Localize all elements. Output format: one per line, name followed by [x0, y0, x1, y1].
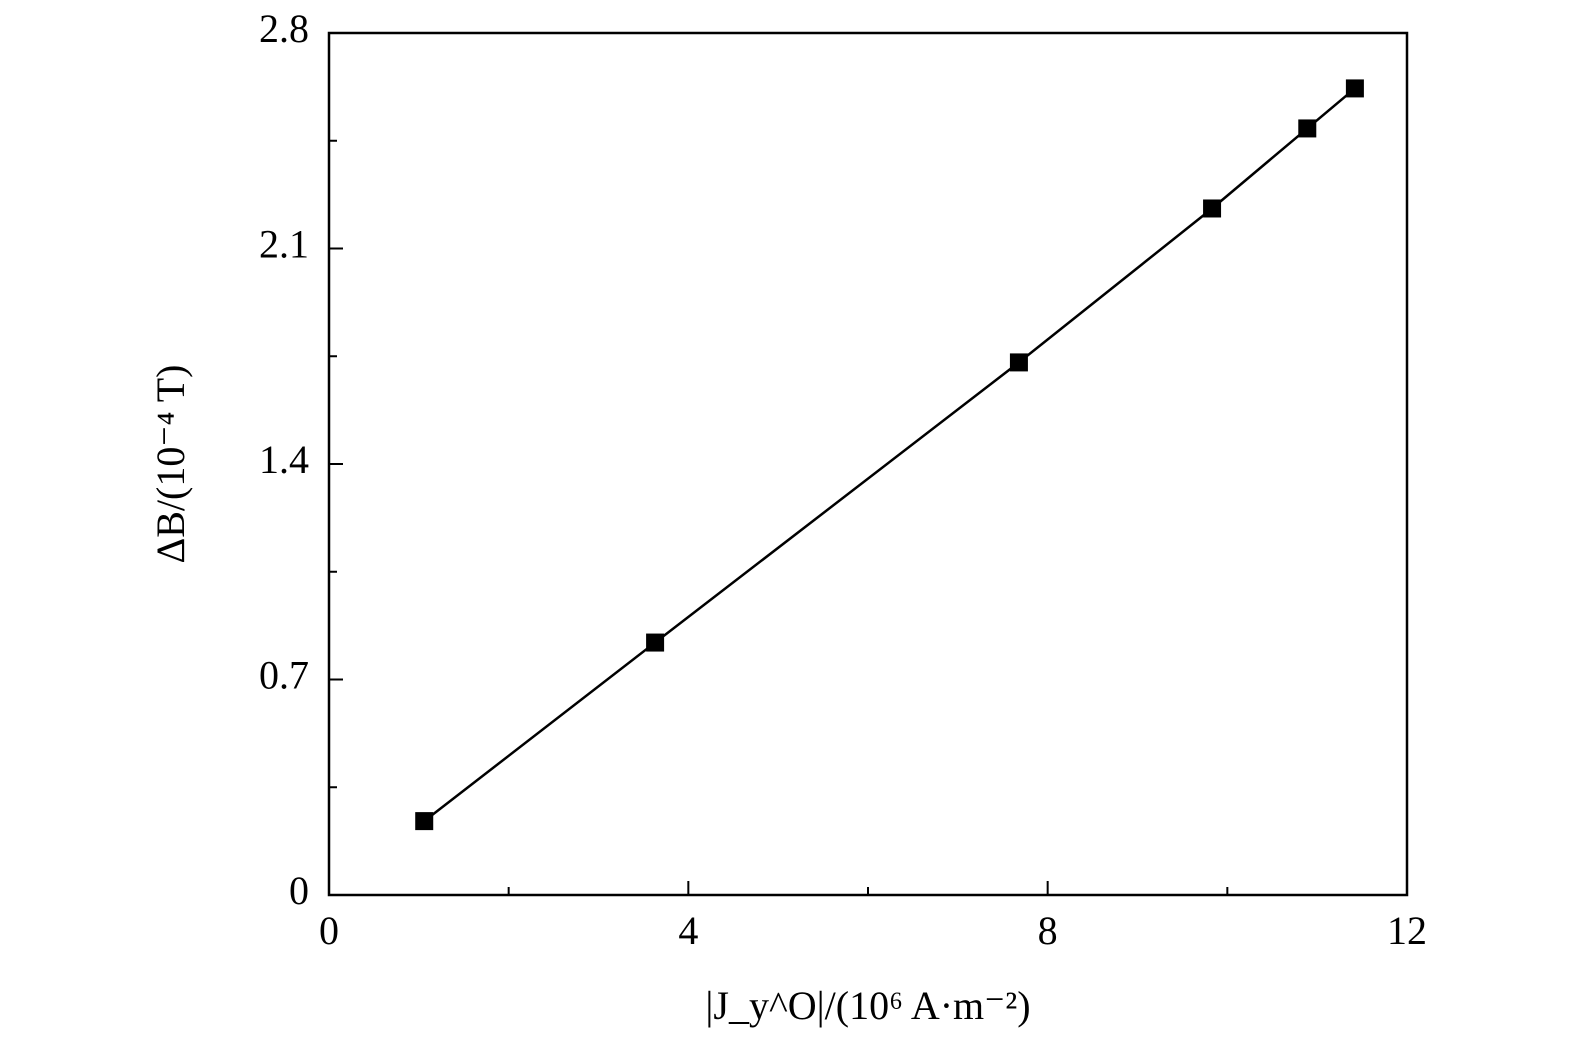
- x-tick-label: 4: [678, 908, 698, 953]
- data-marker: [1203, 199, 1222, 218]
- plot-frame: [327, 31, 1409, 897]
- data-marker: [1009, 353, 1028, 372]
- data-marker: [646, 633, 665, 652]
- x-tick-label: 8: [1038, 908, 1058, 953]
- y-axis-label: ΔB/(10⁻⁴ T): [148, 365, 193, 564]
- y-tick-label: 2.8: [259, 6, 309, 51]
- data-marker: [1345, 79, 1364, 98]
- y-tick-label: 0: [289, 868, 309, 913]
- x-tick-label: 12: [1387, 908, 1427, 953]
- data-line: [423, 87, 1356, 823]
- y-tick-label: 2.1: [259, 222, 309, 267]
- data-marker: [1298, 119, 1317, 138]
- y-tick-label: 0.7: [259, 653, 309, 698]
- x-axis-label: |J_y^O|/(10⁶ A·m⁻²): [705, 983, 1030, 1028]
- x-tick-label: 0: [319, 908, 339, 953]
- y-tick-label: 1.4: [259, 437, 309, 482]
- data-marker: [415, 812, 434, 831]
